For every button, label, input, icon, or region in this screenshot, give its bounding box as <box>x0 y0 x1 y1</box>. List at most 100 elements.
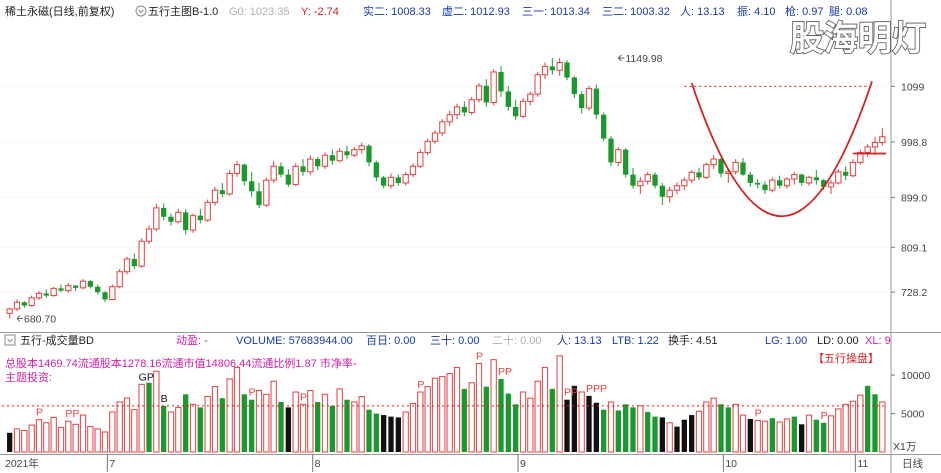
volume-bar-up <box>94 428 101 453</box>
up-candle <box>585 85 593 111</box>
up-candle <box>65 282 72 293</box>
volume-bar-down <box>241 394 247 452</box>
down-candle <box>549 58 555 75</box>
annotation-label: 680.70 <box>24 314 56 326</box>
indicator-dropdown-icon[interactable] <box>135 5 147 17</box>
volume-indicator-name[interactable]: 五行-成交量BD <box>20 333 94 347</box>
volume-bar-black <box>285 407 291 452</box>
candle-body <box>321 154 329 167</box>
up-candle <box>226 170 233 196</box>
down-candle <box>762 181 768 195</box>
down-candle <box>366 144 372 167</box>
up-candle <box>644 171 651 185</box>
candle-body <box>102 292 108 300</box>
zhen-value: 振: 4.10 <box>737 4 776 18</box>
candle-body <box>28 297 35 307</box>
up-candle <box>769 177 776 193</box>
down-candle <box>813 170 819 185</box>
candle-body <box>673 185 681 191</box>
volume-bar-down <box>601 409 607 452</box>
candle-body <box>718 159 724 174</box>
up-candle <box>468 96 475 115</box>
volume-bar-up <box>65 420 72 453</box>
price-tick-label: 899.0 <box>901 192 927 204</box>
volume-tick-label: 10000 <box>901 370 930 382</box>
huanshou-value: 换手: 4.51 <box>668 333 718 347</box>
volume-bar-up <box>87 426 94 453</box>
candle-body <box>623 149 629 175</box>
up-candle <box>615 146 622 167</box>
x-tick-label: 9 <box>520 458 526 470</box>
collapse-icon[interactable] <box>4 334 16 346</box>
down-candle <box>249 171 255 197</box>
xu-er-value: 虚二: 1012.93 <box>442 5 510 18</box>
volume-bar-up <box>123 397 131 453</box>
down-candle <box>718 157 724 178</box>
volume-bar-up <box>541 366 549 453</box>
candle-body <box>95 286 101 293</box>
san-yi-value: 三一: 1013.34 <box>522 6 590 18</box>
volume-bar-up <box>138 383 145 453</box>
volume-bar-down <box>329 405 335 452</box>
volume-bar-up <box>402 411 409 453</box>
candle-body <box>138 240 145 267</box>
volume-bar-black <box>586 395 592 452</box>
down-candle <box>58 284 64 293</box>
volume-bar-up <box>292 391 299 453</box>
volume-bar-up <box>475 363 483 453</box>
volume-bar-black <box>659 417 665 452</box>
volume-marker: P <box>300 391 307 403</box>
candle-body <box>762 184 768 191</box>
up-candle <box>358 142 365 154</box>
candle-body <box>409 165 417 176</box>
volume-bar-up <box>805 414 813 453</box>
candle-body <box>755 182 761 185</box>
up-candle <box>409 163 417 178</box>
candle-body <box>821 180 827 187</box>
indicator-name[interactable]: 五行主图B-1.0 <box>148 5 218 18</box>
cup-arc <box>690 81 873 217</box>
candle-body <box>300 166 306 172</box>
volume-marker: PP <box>65 408 79 420</box>
candle-body <box>50 287 57 297</box>
y-value: Y: -2.74 <box>301 6 339 18</box>
up-candle <box>673 182 681 195</box>
candle-body <box>233 164 241 175</box>
g0-value: G0: 1023.35 <box>229 6 290 18</box>
shi-er-value: 实二: 1008.33 <box>363 4 431 18</box>
volume-bar-down <box>865 385 871 452</box>
volume-bar-up <box>703 401 710 453</box>
candle-body <box>270 165 277 181</box>
candle-body <box>381 177 387 186</box>
down-candle <box>300 159 306 176</box>
candle-body <box>710 158 717 166</box>
volume-bar-down <box>161 405 167 452</box>
volume-bar-down <box>645 412 651 452</box>
volume-bar-up <box>35 419 43 453</box>
x-tick-label: 日线 <box>902 457 923 470</box>
volume-bar-up <box>578 391 585 453</box>
volume-bar-up <box>695 410 703 453</box>
volume-bar-down <box>549 388 555 452</box>
volume-bar-up <box>116 401 123 453</box>
x-tick-label: 2021年 <box>5 457 39 470</box>
volume-bar-up <box>637 405 644 453</box>
up-candle <box>453 103 461 120</box>
volume-bar-up <box>710 397 717 453</box>
up-candle <box>270 160 277 183</box>
wuxing-operate-tag[interactable]: 【五行操盘】 <box>813 351 879 365</box>
down-candle <box>315 156 321 171</box>
volume-bar-up <box>270 380 277 453</box>
candle-body <box>35 292 43 299</box>
down-candle <box>95 284 101 295</box>
ltb-value: LTB: 1.22 <box>612 335 659 347</box>
candle-body <box>564 62 570 78</box>
up-candle <box>541 62 549 80</box>
volume-bar-up <box>57 426 65 453</box>
volume-bar-up <box>131 409 138 453</box>
down-candle <box>21 301 27 308</box>
candle-body <box>637 180 644 187</box>
sanshi-value: 三十: 0.00 <box>430 333 480 347</box>
stock-info-line: 总股本1469.74流通股本1278.16流通市值14806.44流通比例1.8… <box>5 356 357 370</box>
